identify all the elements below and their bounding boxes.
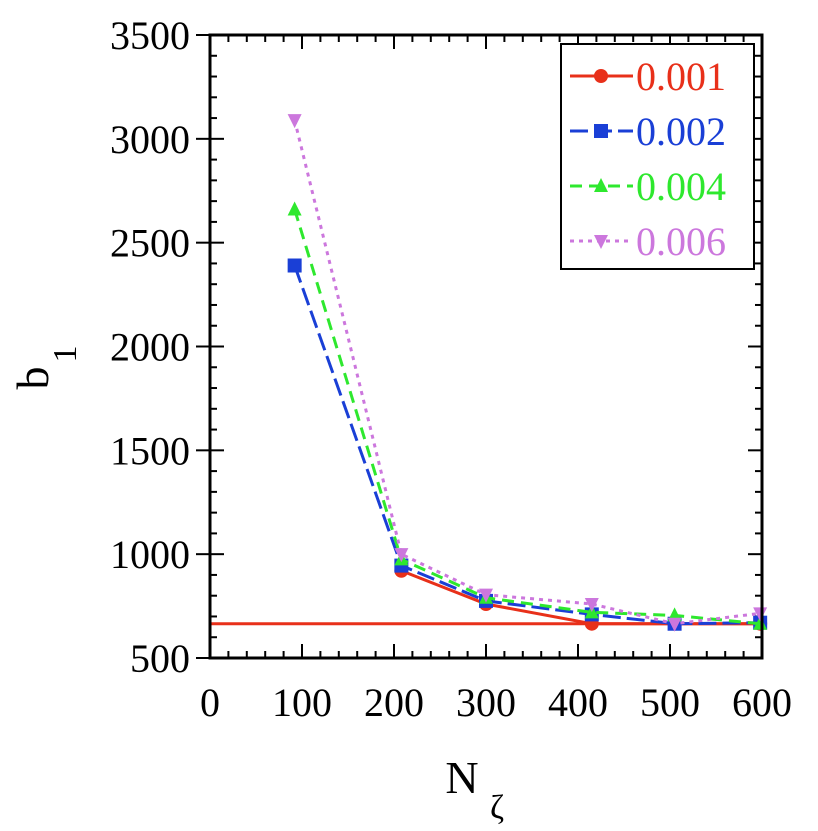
y-axis-label-subscript: 1: [47, 346, 84, 363]
legend-box: [560, 43, 755, 270]
tick-labels: 0 100 200 300 400 500 600 500 1000 1500 2000 2500 30…: [110, 13, 792, 725]
series-line-0.006: [293, 119, 761, 626]
x-axis-label: N: [445, 752, 478, 803]
x-tick-label: 300: [456, 680, 516, 725]
legend-marker: [594, 178, 608, 192]
y-tick-label: 2500: [110, 221, 190, 266]
x-tick-label: 0: [200, 680, 220, 725]
legend-label: 0.001: [636, 54, 726, 99]
y-axis-label: b: [7, 367, 58, 390]
legend-marker: [594, 235, 608, 249]
plot-frame: [208, 33, 764, 660]
series-line-0.004: [293, 209, 761, 626]
data-point: [479, 588, 493, 603]
y-axis-title: b 1: [7, 346, 84, 390]
series-line-0.002: [293, 265, 761, 626]
x-axis-label-subscript: ζ: [490, 789, 504, 826]
data-point: [287, 201, 302, 216]
data-point: [584, 598, 599, 613]
legend-marker: [594, 69, 608, 83]
legend-label: 0.006: [636, 219, 726, 264]
data-point: [753, 615, 768, 630]
x-tick-label: 500: [640, 680, 700, 725]
data-point: [394, 548, 409, 563]
x-tick-label: 100: [272, 680, 332, 725]
legend-marker: [594, 124, 608, 138]
legend-label: 0.004: [636, 164, 726, 209]
y-tick-label: 1500: [110, 428, 190, 473]
y-tick-label: 500: [130, 636, 190, 681]
data-point: [753, 607, 768, 622]
x-tick-label: 200: [364, 680, 424, 725]
data-point: [667, 617, 682, 632]
x-tick-label: 400: [548, 680, 608, 725]
y-tick-label: 3500: [110, 13, 190, 58]
legend-label: 0.002: [636, 109, 726, 154]
y-tick-label: 2000: [110, 325, 190, 370]
x-tick-label: 600: [732, 680, 792, 725]
legend: 0.001 0.002 0.004 0.006: [560, 43, 755, 270]
data-point: [287, 114, 302, 129]
plot-area: [210, 114, 768, 632]
y-tick-label: 1000: [110, 532, 190, 577]
x-axis-title: N ζ: [445, 752, 504, 826]
data-point: [287, 258, 302, 273]
y-tick-label: 3000: [110, 117, 190, 162]
